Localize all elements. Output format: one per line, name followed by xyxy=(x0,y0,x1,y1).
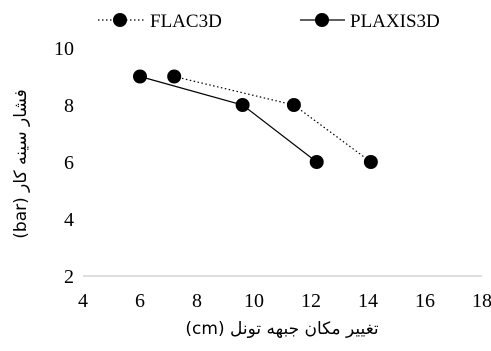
legend-label-flac3d: FLAC3D xyxy=(150,11,222,32)
x-tick-label: 18 xyxy=(472,290,491,312)
series xyxy=(133,69,378,169)
series-line-plaxis3d xyxy=(139,75,318,163)
data-point-plaxis3d xyxy=(309,155,324,169)
x-tick-label: 14 xyxy=(358,290,378,312)
series-line-flac3d xyxy=(174,75,372,163)
x-tick-label: 6 xyxy=(135,290,145,312)
y-tick-label: 6 xyxy=(64,152,74,174)
legend: FLAC3D PLAXIS3D xyxy=(98,11,440,32)
y-tick-label: 8 xyxy=(64,95,74,117)
x-tick-label: 16 xyxy=(415,290,435,312)
data-point-flac3d xyxy=(363,155,378,169)
y-tick-label: 10 xyxy=(54,38,74,60)
y-tick-label: 4 xyxy=(64,209,74,231)
x-tick-label: 8 xyxy=(192,290,202,312)
legend-marker-flac3d xyxy=(113,13,127,27)
legend-marker-plaxis3d xyxy=(315,13,329,27)
x-axis-ticks: 4 6 8 10 12 14 16 18 xyxy=(78,290,491,312)
y-axis-title: فشار سینه کار (bar) xyxy=(11,89,31,238)
x-tick-label: 4 xyxy=(78,290,88,312)
data-point-flac3d xyxy=(286,98,301,112)
x-tick-label: 12 xyxy=(301,290,321,312)
x-axis-title: تغییر مکان جبهه تونل (cm) xyxy=(185,319,379,339)
data-point-plaxis3d xyxy=(235,98,250,112)
data-point-plaxis3d xyxy=(133,69,147,84)
y-tick-label: 2 xyxy=(64,266,74,288)
legend-label-plaxis3d: PLAXIS3D xyxy=(350,11,440,32)
x-tick-label: 10 xyxy=(244,290,264,312)
data-point-flac3d xyxy=(167,69,182,84)
y-axis-ticks: 2 4 6 8 10 xyxy=(54,38,74,288)
